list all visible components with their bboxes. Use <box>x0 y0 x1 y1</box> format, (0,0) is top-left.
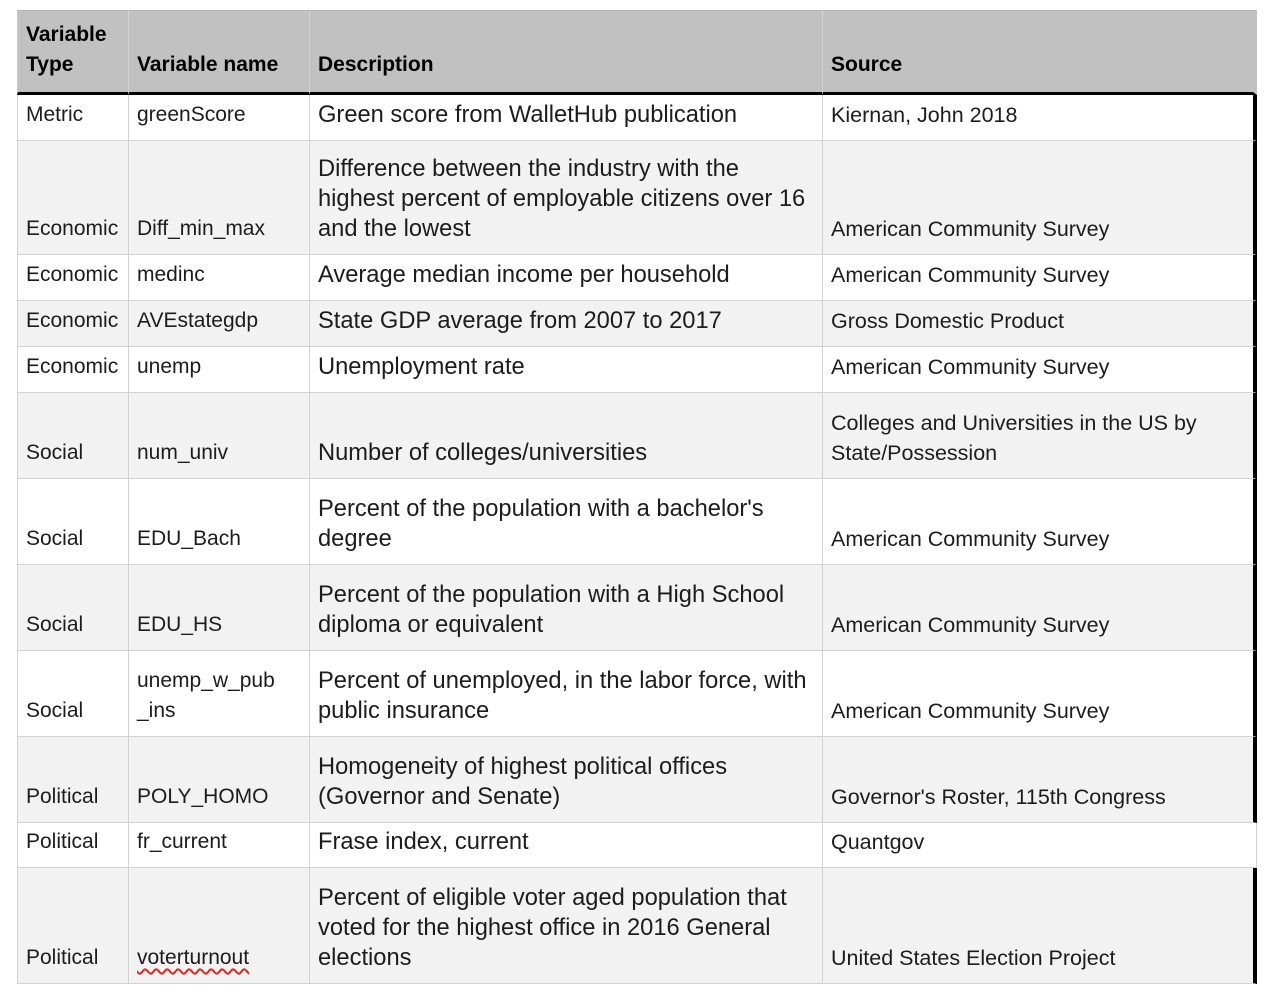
cell-variable-type: Economic <box>17 255 129 301</box>
cell-source: American Community Survey <box>823 651 1257 737</box>
cell-variable-type: Economic <box>17 301 129 347</box>
cell-variable-name: EDU_Bach <box>129 479 310 565</box>
cell-variable-name: medinc <box>129 255 310 301</box>
table-row: Economic medinc Average median income per … <box>17 255 1257 301</box>
cell-description: Average median income per household <box>310 255 823 301</box>
cell-variable-name: AVEstategdp <box>129 301 310 347</box>
cell-variable-type: Economic <box>17 141 129 255</box>
cell-variable-name: Diff_min_max <box>129 141 310 255</box>
cell-source: Kiernan, John 2018 <box>823 95 1257 141</box>
cell-description: Percent of the population with a High Sc… <box>310 565 823 651</box>
table-row: Political voterturnout Percent of eligible… <box>17 868 1257 984</box>
cell-variable-type: Social <box>17 393 129 479</box>
cell-variable-name: fr_current <box>129 823 310 868</box>
header-description: Description <box>310 10 823 95</box>
cell-description: Percent of unemployed, in the labor forc… <box>310 651 823 737</box>
table-row: Political fr_current Frase index, current Q… <box>17 823 1257 868</box>
table-row: Social num_univ Number of colleges/univers… <box>17 393 1257 479</box>
cell-variable-type: Metric <box>17 95 129 141</box>
cell-source: American Community Survey <box>823 141 1257 255</box>
header-variable-type: Variable Type <box>17 10 129 95</box>
cell-description: Frase index, current <box>310 823 823 868</box>
cell-variable-type: Political <box>17 823 129 868</box>
header-source: Source <box>823 10 1257 95</box>
cell-source: Colleges and Universities in the US by S… <box>823 393 1257 479</box>
cell-variable-type: Social <box>17 565 129 651</box>
cell-variable-type: Political <box>17 868 129 984</box>
cell-variable-name: unemp <box>129 347 310 393</box>
table-row: Social EDU_Bach Percent of the population … <box>17 479 1257 565</box>
table-row: Social unemp_w_pub_ins Percent of unemploy… <box>17 651 1257 737</box>
cell-variable-name: EDU_HS <box>129 565 310 651</box>
variables-table: Variable Type Variable name Description … <box>17 10 1257 984</box>
cell-description: Green score from WalletHub publication <box>310 95 823 141</box>
cell-variable-name: POLY_HOMO <box>129 737 310 823</box>
cell-variable-type: Political <box>17 737 129 823</box>
table-row: Social EDU_HS Percent of the population wi… <box>17 565 1257 651</box>
header-variable-name: Variable name <box>129 10 310 95</box>
cell-description: Homogeneity of highest political offices… <box>310 737 823 823</box>
cell-variable-type: Social <box>17 651 129 737</box>
table-row: Metric greenScore Green score from WalletH… <box>17 95 1257 141</box>
misspelled-word[interactable]: voterturnout <box>137 946 250 969</box>
cell-source: American Community Survey <box>823 255 1257 301</box>
cell-variable-name: greenScore <box>129 95 310 141</box>
cell-description: State GDP average from 2007 to 2017 <box>310 301 823 347</box>
header-row: Variable Type Variable name Description … <box>17 10 1257 95</box>
cell-description: Percent of eligible voter aged populatio… <box>310 868 823 984</box>
cell-source: United States Election Project <box>823 868 1257 984</box>
cell-source: Governor's Roster, 115th Congress <box>823 737 1257 823</box>
table-row: Economic AVEstategdp State GDP average fro… <box>17 301 1257 347</box>
cell-variable-name: voterturnout <box>129 868 310 984</box>
table-row: Economic Diff_min_max Difference between t… <box>17 141 1257 255</box>
cell-description: Number of colleges/universities <box>310 393 823 479</box>
cell-variable-type: Social <box>17 479 129 565</box>
table-body: Metric greenScore Green score from WalletH… <box>17 95 1257 984</box>
cell-source: Quantgov <box>823 823 1257 868</box>
cell-variable-name: num_univ <box>129 393 310 479</box>
cell-variable-type: Economic <box>17 347 129 393</box>
cell-source: American Community Survey <box>823 479 1257 565</box>
cell-description: Percent of the population with a bachelo… <box>310 479 823 565</box>
table-row: Economic unemp Unemployment rate American C… <box>17 347 1257 393</box>
cell-description: Difference between the industry with the… <box>310 141 823 255</box>
cell-description: Unemployment rate <box>310 347 823 393</box>
cell-variable-name: unemp_w_pub_ins <box>129 651 310 737</box>
table-row: Political POLY_HOMO Homogeneity of highest… <box>17 737 1257 823</box>
table-header: Variable Type Variable name Description … <box>17 10 1257 95</box>
cell-source: American Community Survey <box>823 347 1257 393</box>
cell-source: American Community Survey <box>823 565 1257 651</box>
cell-source: Gross Domestic Product <box>823 301 1257 347</box>
